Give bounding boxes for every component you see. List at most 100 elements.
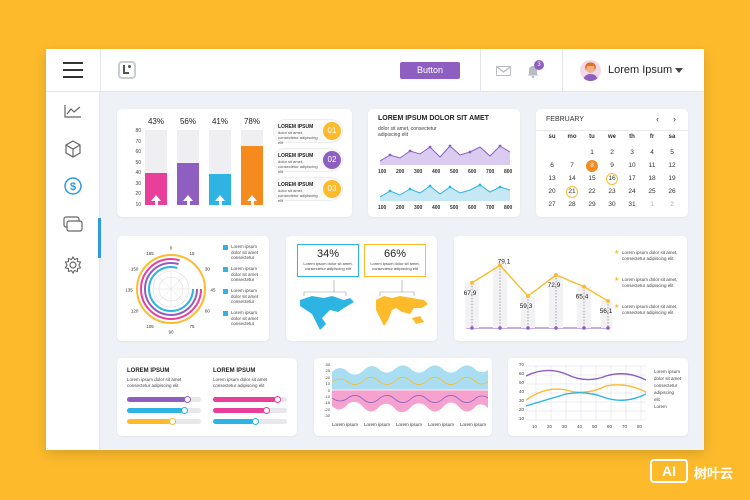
primary-button[interactable]: Button	[400, 62, 460, 79]
calendar-day[interactable]: 27	[548, 201, 556, 208]
radial-label: 150	[131, 267, 139, 272]
multiline-x-tick: 70	[622, 424, 628, 429]
calendar-day[interactable]: 23	[608, 188, 616, 195]
progress-track	[213, 418, 287, 425]
bar-y-tick: 70	[135, 138, 141, 145]
area-x-tick: 500	[450, 205, 459, 211]
line-legend-item: ★ Lorem ipsum dolor sit amet, consectetur…	[614, 304, 684, 331]
calendar-day[interactable]: 10	[628, 162, 636, 169]
calendar-day[interactable]: 7	[570, 162, 574, 169]
calendar-day[interactable]: 31	[628, 201, 636, 208]
area-title: LOREM IPSUM DOLOR SIT AMET	[378, 115, 489, 122]
calendar-day[interactable]: 24	[628, 188, 636, 195]
calendar-day[interactable]: 18	[648, 175, 656, 182]
radial-label: 75	[189, 324, 195, 329]
progress-fill	[127, 419, 171, 424]
calendar-day[interactable]: 28	[568, 201, 576, 208]
calendar-day[interactable]: 14	[568, 175, 576, 182]
multiline-y-tick: 10	[518, 416, 524, 421]
sidebar-item-analytics[interactable]	[64, 104, 82, 118]
sidebar-item-finance[interactable]: $	[64, 177, 82, 195]
calendar-day[interactable]: 9	[610, 162, 614, 169]
arrow-stem	[186, 200, 190, 205]
legend-title: LOREM IPSUM	[278, 124, 314, 130]
calendar-day-header: sa	[668, 134, 676, 140]
calendar-day[interactable]: 5	[670, 149, 674, 156]
progress-knob[interactable]	[252, 418, 259, 425]
user-name[interactable]: Lorem Ipsum	[608, 64, 673, 76]
star-icon: ★	[614, 304, 620, 310]
bar-y-tick: 40	[135, 170, 141, 176]
line-point	[554, 273, 558, 278]
progress-knob[interactable]	[274, 396, 281, 403]
mail-icon[interactable]	[496, 65, 511, 76]
area-subtitle: dolor sit amet, consectetur adipiscing e…	[378, 126, 437, 138]
radial-legend-item: Lorem ipsum dolor sit amet consectetur	[223, 266, 265, 288]
calendar-day[interactable]: 30	[608, 201, 616, 208]
calendar-day[interactable]: 16	[606, 173, 618, 185]
calendar-day[interactable]: 3	[630, 149, 634, 156]
progress-track	[127, 418, 201, 425]
progress-knob[interactable]	[169, 418, 176, 425]
legend-text: dolor sit amet, consectetur adipiscing e…	[278, 159, 318, 174]
progress-knob[interactable]	[184, 396, 191, 403]
legend-text: dolor sit amet, consectetur adipiscing e…	[278, 130, 318, 145]
calendar-day[interactable]: 15	[588, 175, 596, 182]
multiline-x-tick: 10	[532, 424, 538, 429]
avatar[interactable]	[580, 60, 601, 81]
wave-y-tick: 25	[325, 368, 330, 374]
sidebar-item-products[interactable]	[64, 140, 82, 158]
line-base-point	[582, 326, 586, 330]
calendar-day[interactable]: 20	[548, 188, 556, 195]
chart-line-icon	[64, 105, 81, 118]
multiline-legend-text: adipiscing	[654, 390, 675, 395]
radial-label: 135	[125, 288, 133, 293]
percent-bars-card: 80 70 60 50 40 30 20 10 43% 56% 41% 78% LOREM IPSU…	[117, 109, 352, 217]
chevron-right-icon[interactable]: ›	[673, 114, 676, 124]
progress-knob[interactable]	[263, 407, 270, 414]
progress-fill	[213, 419, 254, 424]
radial-legend: Lorem ipsum dolor sit amet consectetur Lo…	[223, 244, 265, 332]
progress-knob[interactable]	[181, 407, 188, 414]
area-charts-card: LOREM IPSUM DOLOR SIT AMET dolor sit ame…	[368, 109, 520, 217]
chevron-down-icon[interactable]	[675, 68, 683, 73]
radial-label: 60	[205, 309, 211, 314]
area-x-tick: 100	[378, 205, 387, 211]
hamburger-menu-icon[interactable]	[63, 62, 83, 78]
right-stat-box: 66% Lorem ipsum dolor sit amet, consecte…	[364, 244, 426, 277]
chevron-left-icon[interactable]: ‹	[656, 114, 659, 124]
bar-y-tick: 50	[135, 159, 141, 166]
calendar-day[interactable]: 8	[586, 160, 598, 172]
progress-col2-text: Lorem ipsum dolor sit amet consectetur a…	[213, 377, 268, 388]
calendar-day[interactable]: 12	[668, 162, 676, 169]
bar-percent-label: 78%	[243, 117, 260, 126]
calendar-day[interactable]: 1	[650, 201, 654, 208]
calendar-day[interactable]: 4	[650, 149, 654, 156]
progress-col1-title: LOREM IPSUM	[127, 368, 170, 374]
legend-title: LOREM IPSUM	[278, 153, 314, 159]
multiline-y-tick: 30	[518, 398, 524, 403]
calendar-day[interactable]: 11	[648, 162, 656, 169]
progress-track	[213, 407, 287, 414]
line-base-point	[554, 326, 558, 330]
calendar-day[interactable]: 2	[670, 201, 674, 208]
calendar-day[interactable]: 21	[566, 186, 578, 198]
calendar-day[interactable]: 26	[668, 188, 676, 195]
wave-x-label: Lorem ipsum	[460, 422, 487, 427]
multiline-y-tick: 20	[518, 407, 524, 412]
sidebar-item-settings[interactable]	[64, 255, 82, 275]
star-icon: ★	[614, 277, 620, 283]
calendar-day[interactable]: 1	[590, 149, 594, 156]
bar-fill	[145, 173, 167, 205]
calendar-day[interactable]: 17	[628, 175, 636, 182]
calendar-day[interactable]: 2	[610, 149, 614, 156]
calendar-day[interactable]: 29	[588, 201, 596, 208]
area-x-tick: 500	[450, 169, 459, 175]
calendar-day[interactable]: 19	[668, 175, 676, 182]
calendar-day[interactable]: 6	[550, 162, 554, 169]
calendar-day[interactable]: 13	[548, 175, 556, 182]
calendar-day[interactable]: 22	[588, 188, 596, 195]
bell-icon[interactable]: 3	[526, 60, 544, 79]
calendar-day[interactable]: 25	[648, 188, 656, 195]
sidebar-item-cards[interactable]	[63, 216, 83, 232]
